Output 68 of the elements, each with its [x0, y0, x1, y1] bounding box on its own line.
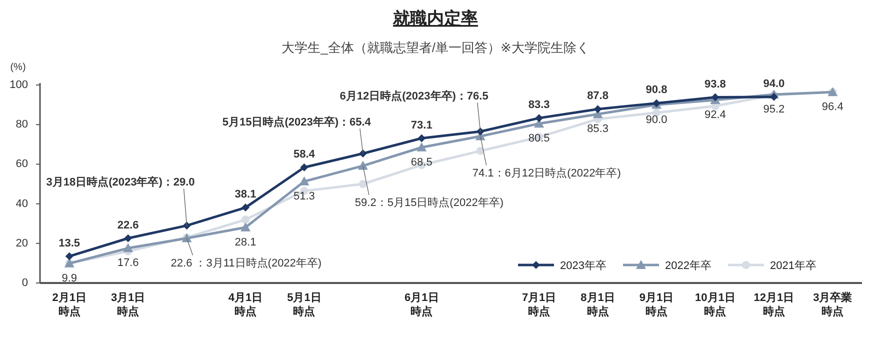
- data-label: 38.1: [234, 188, 256, 201]
- x-tick-label: 8月1日時点: [580, 292, 615, 318]
- point: [416, 142, 427, 152]
- point: [594, 105, 602, 114]
- data-label: 85.3: [587, 123, 608, 136]
- data-label: 5月15日時点(2023年卒)：65.4: [222, 116, 372, 129]
- point: [123, 243, 134, 252]
- data-label: 58.4: [294, 148, 316, 160]
- x-tick-label: 10月1日時点: [695, 292, 736, 318]
- y-axis-title: (%): [10, 62, 26, 73]
- y-tick-label: 0: [22, 277, 28, 289]
- point: [535, 114, 544, 122]
- point: [418, 134, 426, 142]
- y-tick-label: 60: [16, 158, 28, 170]
- data-label: 13.5: [58, 237, 80, 250]
- data-label: 92.4: [704, 109, 726, 122]
- data-label: 59.2：5月15日時点(2022年卒): [354, 196, 504, 209]
- x-tick-label: 5月1日時点: [287, 292, 322, 318]
- point: [65, 252, 74, 260]
- data-label: 22.6 ：3月11日時点(2022年卒): [170, 256, 322, 270]
- data-label: 94.0: [763, 78, 785, 90]
- x-tick-label: 4月1日時点: [228, 292, 263, 318]
- data-label: 87.8: [587, 90, 608, 102]
- point: [358, 180, 367, 188]
- x-tick-label: 12月1日時点: [754, 292, 794, 318]
- data-label: 22.6: [117, 219, 139, 232]
- data-label: 3月18日時点(2023年卒)：29.0: [46, 176, 195, 189]
- x-tick-label: 2月1日時点: [52, 292, 86, 318]
- chart-title: 就職内定率: [392, 9, 478, 28]
- data-label: 6月12日時点(2023年卒)：76.5: [340, 90, 488, 103]
- data-label: 83.3: [528, 99, 550, 112]
- x-tick-label: 7月1日時点: [522, 292, 556, 318]
- legend-label: 2022年卒: [665, 259, 712, 272]
- data-label: 9.9: [62, 272, 78, 284]
- legend-label: 2023年卒: [560, 259, 606, 272]
- data-label: 90.0: [646, 114, 668, 126]
- y-tick-label: 80: [16, 118, 28, 131]
- y-tick-label: 40: [16, 198, 28, 210]
- legend-label: 2021年卒: [770, 259, 816, 272]
- data-label: 90.8: [646, 84, 668, 96]
- y-tick-label: 20: [16, 237, 28, 250]
- x-tick-label: 3月卒業時点: [813, 291, 852, 318]
- data-label: 74.1：6月12日時点(2022年卒): [472, 166, 621, 180]
- point: [124, 234, 132, 242]
- point: [358, 150, 367, 158]
- data-label: 17.6: [117, 257, 139, 270]
- x-tick-label: 9月1日時点: [639, 292, 674, 318]
- data-label: 51.3: [294, 190, 315, 202]
- point: [299, 176, 310, 186]
- point: [182, 222, 191, 230]
- data-label: 68.5: [410, 156, 432, 168]
- data-label: 95.2: [763, 104, 785, 116]
- x-tick-label: 6月1日時点: [404, 292, 439, 318]
- point: [358, 160, 368, 170]
- data-label: 73.1: [410, 119, 432, 132]
- point: [476, 128, 484, 136]
- point: [242, 216, 250, 224]
- chart-subtitle: 大学生_全体（就職志望者/単一回答）※大学院生除く: [282, 40, 590, 55]
- x-tick-label: 3月1日時点: [110, 292, 146, 318]
- point: [476, 146, 484, 155]
- data-label: 96.4: [822, 101, 844, 114]
- point: [242, 204, 250, 212]
- data-label: 93.8: [704, 78, 726, 90]
- y-tick-label: 100: [10, 79, 28, 91]
- data-label: 28.1: [234, 236, 256, 248]
- data-label: 80.5: [528, 132, 550, 145]
- point: [240, 222, 250, 232]
- point: [300, 163, 308, 172]
